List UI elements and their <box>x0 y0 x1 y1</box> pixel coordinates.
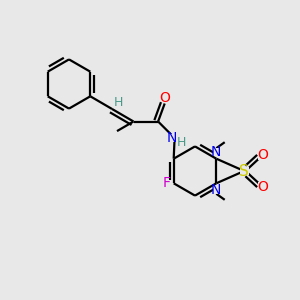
Text: O: O <box>159 91 170 105</box>
Text: H: H <box>176 136 186 149</box>
FancyBboxPatch shape <box>258 151 266 160</box>
Text: N: N <box>167 131 177 145</box>
FancyBboxPatch shape <box>240 167 249 175</box>
Text: O: O <box>257 148 268 162</box>
Text: F: F <box>162 176 170 190</box>
FancyBboxPatch shape <box>258 182 266 191</box>
Text: S: S <box>239 164 249 178</box>
FancyBboxPatch shape <box>166 134 179 142</box>
FancyBboxPatch shape <box>213 148 220 156</box>
FancyBboxPatch shape <box>163 179 169 188</box>
FancyBboxPatch shape <box>161 94 168 102</box>
Text: N: N <box>211 145 221 159</box>
Text: O: O <box>257 180 268 194</box>
Text: H: H <box>114 96 123 109</box>
FancyBboxPatch shape <box>213 186 220 194</box>
Text: N: N <box>211 183 221 197</box>
FancyBboxPatch shape <box>116 99 121 106</box>
